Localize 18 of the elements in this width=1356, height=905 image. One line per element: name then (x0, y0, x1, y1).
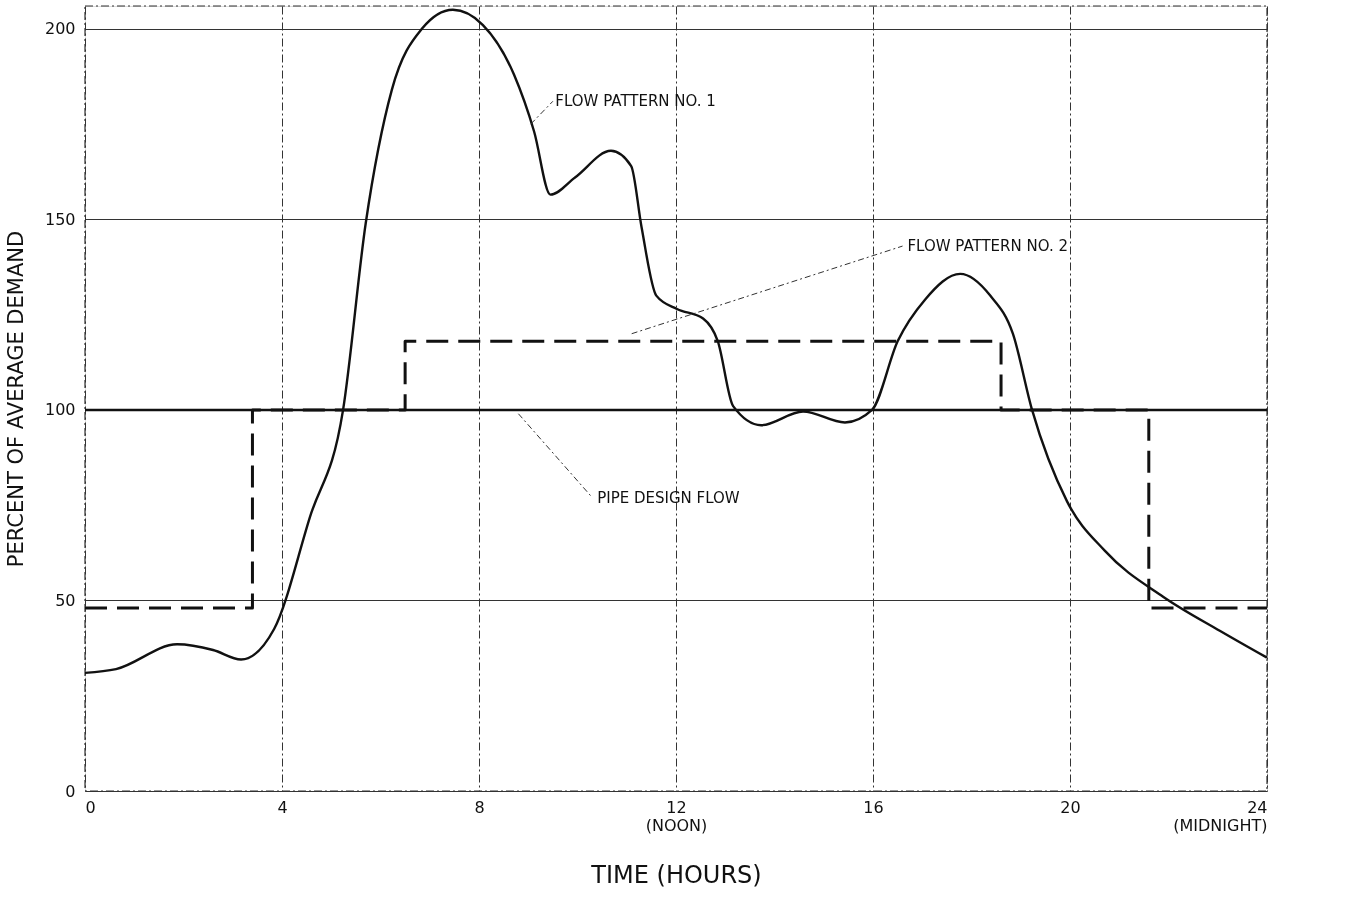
x-tick-label: 20 (1060, 797, 1081, 817)
y-axis-title: PERCENT OF AVERAGE DEMAND (3, 230, 28, 568)
x-tick-label: 12 (NOON) (645, 797, 708, 835)
x-tick-label: 8 (474, 797, 485, 817)
y-tick-label: 100 (44, 400, 76, 420)
y-tick-label: 200 (44, 19, 76, 39)
x-tick-label: 16 (863, 797, 884, 817)
x-tick-label: 4 (277, 797, 288, 817)
y-tick-label: 0 (65, 781, 76, 801)
y-tick-label: 50 (55, 590, 76, 610)
line-series (83, 8, 1269, 675)
x-tick-label: 0 (85, 797, 96, 817)
x-tick-label: 24 (MIDNIGHT) (1173, 797, 1268, 835)
text: PIPE DESIGN FLOW (597, 488, 740, 507)
text: FLOW PATTERN NO. 2 (907, 237, 1068, 256)
x-axis-title: TIME (HOURS) (590, 860, 762, 889)
series-label: FLOW PATTERN NO. 1 (555, 92, 716, 111)
y-tick-label: 150 (44, 209, 76, 229)
